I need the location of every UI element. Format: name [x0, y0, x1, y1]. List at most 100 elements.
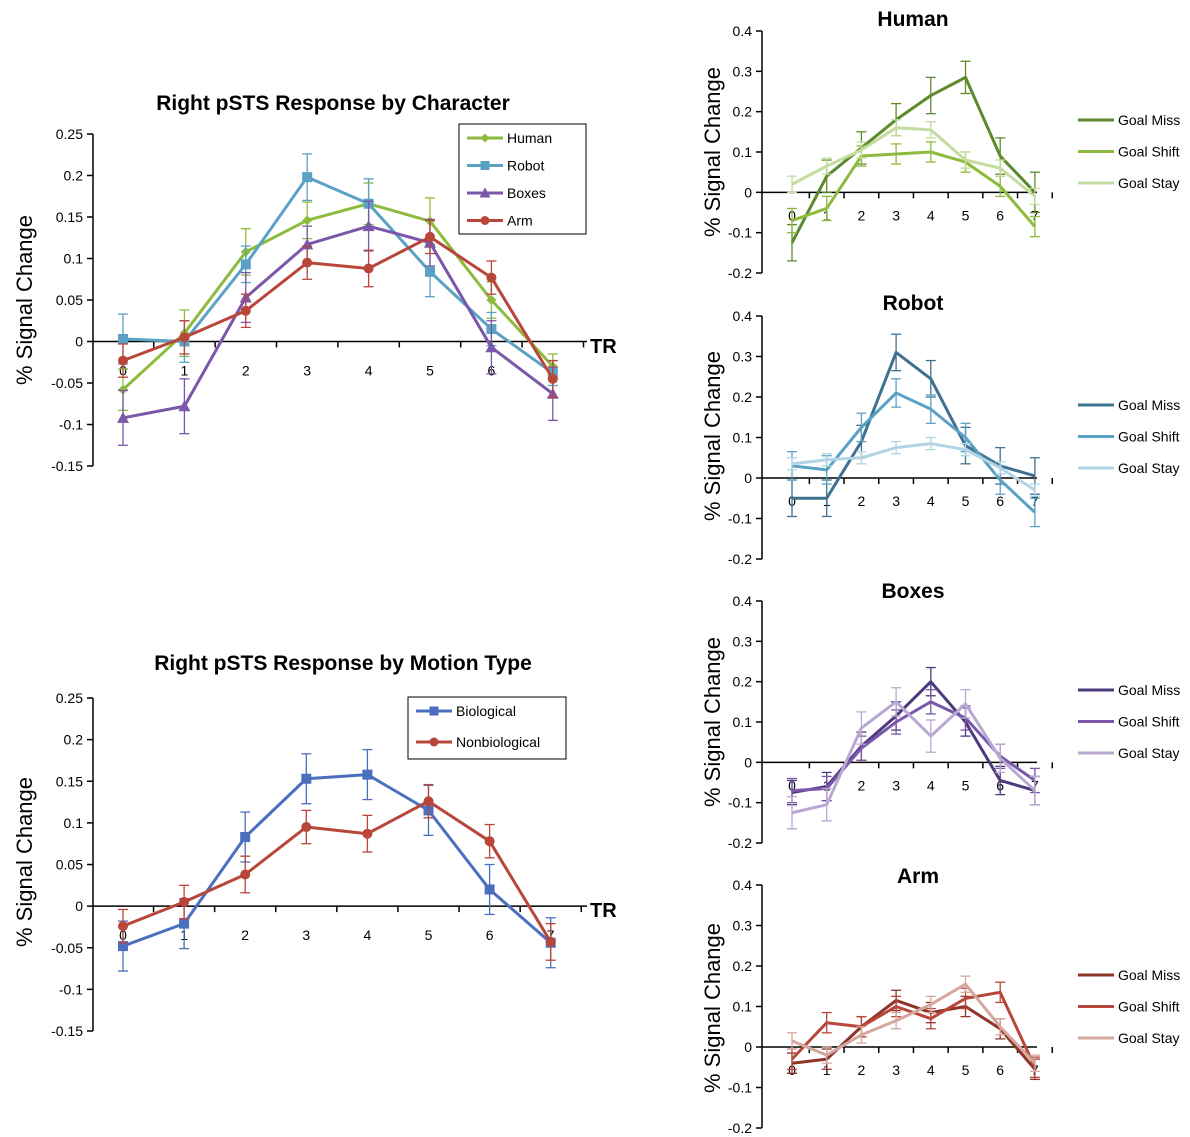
- marker-circle: [179, 332, 190, 343]
- legend-item: Goal Miss: [1078, 112, 1180, 128]
- y-tick-label: 0.15: [56, 209, 83, 225]
- x-tick-label: 3: [302, 927, 310, 943]
- y-tick-label: 0.2: [733, 104, 753, 120]
- y-axis-label: % Signal Change: [700, 351, 725, 521]
- x-tick-label: 6: [996, 207, 1004, 223]
- y-tick-label: 0.4: [733, 593, 753, 609]
- x-tick-label: 4: [927, 1062, 935, 1078]
- series-line: [791, 982, 1036, 1065]
- chart-title: Right pSTS Response by Character: [156, 92, 510, 115]
- x-tick-label: 1: [181, 363, 189, 379]
- y-tick-label: -0.15: [51, 458, 83, 474]
- y-tick-label: -0.05: [51, 940, 83, 956]
- y-axis-label: % Signal Change: [700, 637, 725, 807]
- legend-item: Goal Miss: [1078, 397, 1180, 413]
- chart-boxes: Boxes % Signal Change -0.2 -0.1 0 0.1 0.2 0.3…: [700, 580, 1180, 851]
- y-tick-label: -0.1: [59, 981, 83, 997]
- legend-item: Goal Stay: [1078, 175, 1179, 191]
- series-line: [122, 235, 555, 380]
- legend: Goal Miss Goal Shift Goal Stay: [1078, 397, 1180, 476]
- marker-square: [118, 941, 128, 952]
- series-goal-stay: [787, 436, 1040, 497]
- series-line: [121, 202, 554, 391]
- y-tick-label: 0: [744, 754, 752, 770]
- legend: Goal Miss Goal Shift Goal Stay: [1078, 112, 1180, 191]
- x-tick-label: 7: [1031, 207, 1039, 223]
- y-tick-label: 0.25: [56, 126, 83, 142]
- x-tick-label: 1: [823, 1062, 831, 1078]
- legend-item: Goal Shift: [1078, 999, 1180, 1015]
- legend-label: Goal Miss: [1118, 397, 1180, 413]
- y-tick-label: -0.2: [728, 551, 752, 567]
- marker-diamond: [486, 295, 497, 305]
- series-goal-miss: [787, 60, 1040, 262]
- legend-item: Goal Shift: [1078, 429, 1180, 445]
- series-line: [790, 75, 1036, 244]
- marker-square: [425, 266, 435, 277]
- x-tick-label: 3: [892, 777, 900, 793]
- x-tick-label: 5: [962, 493, 970, 509]
- legend-label: Goal Miss: [1118, 682, 1180, 698]
- chart-arm: Arm % Signal Change -0.2 -0.1 0 0.1 0.2 0.3 0.…: [700, 865, 1180, 1136]
- y-tick-label: 0.1: [733, 999, 753, 1015]
- legend-item: Arm: [467, 213, 533, 229]
- y-tick-label: 0.4: [733, 23, 753, 39]
- legend-item: Biological: [416, 703, 516, 719]
- legend: Human Robot Boxes Arm: [458, 123, 587, 235]
- x-axis-label: TR: [590, 336, 617, 358]
- legend-item: Human: [467, 130, 552, 146]
- y-tick-label: 0.1: [733, 430, 753, 446]
- legend: Goal Miss Goal Shift Goal Stay: [1078, 682, 1180, 761]
- marker-diamond: [118, 384, 128, 395]
- marker-circle: [484, 836, 495, 847]
- y-tick-label: 0.2: [64, 732, 84, 748]
- legend-label: Goal Shift: [1118, 429, 1180, 445]
- y-tick-label: -0.1: [59, 417, 83, 433]
- series-line: [791, 998, 1037, 1071]
- legend-item: Goal Stay: [1078, 745, 1179, 761]
- x-tick-label: 3: [303, 363, 311, 379]
- chart-character: Right pSTS Response by Character % Signa…: [12, 92, 617, 474]
- legend-label: Nonbiological: [456, 734, 540, 750]
- x-tick-label: 2: [242, 363, 250, 379]
- chart-title: Arm: [897, 865, 939, 888]
- y-tick-label: -0.15: [51, 1023, 83, 1039]
- y-tick-label: 0.2: [733, 674, 753, 690]
- chart-motion: Right pSTS Response by Motion Type % Sig…: [12, 652, 617, 1039]
- x-tick-label: 4: [927, 493, 935, 509]
- marker-square: [302, 172, 313, 183]
- legend-label: Goal Shift: [1118, 714, 1180, 730]
- marker-square: [429, 706, 439, 716]
- x-tick-label: 3: [892, 493, 900, 509]
- y-axis-label: % Signal Change: [12, 215, 37, 385]
- x-tick-label: 3: [892, 207, 900, 223]
- marker-triangle: [485, 341, 498, 353]
- y-tick-label: 0: [75, 334, 83, 350]
- series-goal-miss: [787, 333, 1040, 518]
- y-tick-label: 0.3: [733, 633, 753, 649]
- y-tick-label: 0: [744, 1039, 752, 1055]
- series-goal-stay: [787, 119, 1040, 206]
- chart-title: Human: [877, 8, 948, 31]
- series-line: [122, 175, 554, 375]
- chart-title: Boxes: [881, 580, 944, 603]
- x-tick-label: 2: [858, 777, 866, 793]
- chart-title: Robot: [883, 292, 944, 315]
- y-axis-label: % Signal Change: [12, 777, 37, 947]
- legend-item: Robot: [467, 158, 544, 174]
- y-tick-label: 0.1: [64, 251, 84, 267]
- series-boxes: [117, 200, 559, 446]
- legend-item: Goal Stay: [1078, 460, 1179, 476]
- legend-item: Goal Shift: [1078, 714, 1180, 730]
- marker-square: [301, 773, 312, 784]
- x-tick-label: 4: [365, 363, 373, 379]
- marker-triangle: [362, 220, 375, 232]
- series-line: [122, 773, 552, 948]
- legend-label: Robot: [507, 158, 544, 174]
- marker-circle: [301, 822, 312, 833]
- x-tick-label: 5: [962, 1062, 970, 1078]
- series-goal-stay: [787, 975, 1040, 1072]
- legend: Goal Miss Goal Shift Goal Stay: [1078, 967, 1180, 1046]
- marker-triangle: [117, 411, 129, 423]
- y-tick-label: -0.2: [728, 835, 752, 851]
